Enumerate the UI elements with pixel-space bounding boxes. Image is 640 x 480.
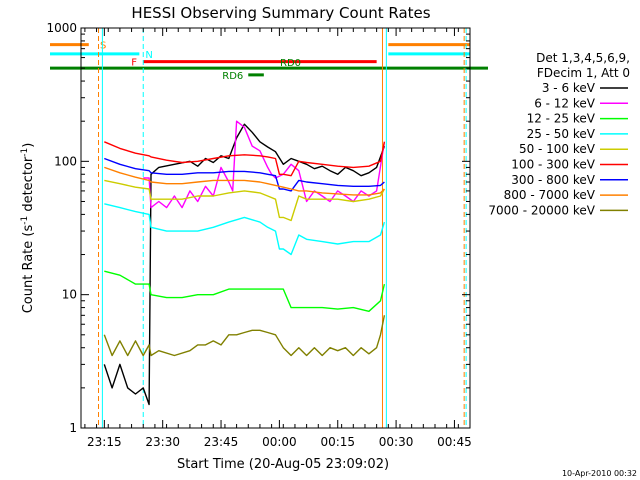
y-tick-label: 1000 — [46, 21, 77, 35]
legend-label: 6 - 12 keV — [534, 96, 596, 110]
legend-header-line-1: Det 1,3,4,5,6,9, — [536, 51, 630, 65]
annotation-layer: S NF RD0 RD6 — [50, 41, 488, 82]
legend-label: 12 - 25 keV — [527, 112, 596, 126]
legend-label: 100 - 300 keV — [511, 158, 595, 172]
y-tick-label: 100 — [54, 154, 77, 168]
series-line-2 — [104, 270, 386, 312]
x-tick-label: 23:30 — [145, 435, 180, 449]
y-label-end: ) — [21, 143, 36, 148]
annotation-label-s: S — [100, 41, 106, 52]
vertical-markers — [98, 28, 467, 428]
series-line-6 — [104, 157, 385, 192]
x-tick-label: 00:00 — [262, 435, 297, 449]
series-line-1 — [143, 120, 386, 209]
x-axis-ticks: 23:15 23:30 23:45 00:00 00:15 00:30 00:45 — [84, 28, 472, 449]
annotation-label-n: N — [145, 50, 152, 61]
legend: Det 1,3,4,5,6,9, FDecim 1, Att 0 3 - 6 k… — [488, 51, 630, 217]
legend-label: 3 - 6 keV — [542, 81, 596, 95]
legend-label: 800 - 7000 keV — [504, 188, 596, 202]
series-line-5 — [104, 141, 386, 177]
legend-label: 7000 - 20000 keV — [488, 203, 595, 217]
legend-label: 50 - 100 keV — [519, 142, 596, 156]
y-label-main: Count Rate (s — [21, 225, 36, 314]
annotation-label-rd0: RD0 — [280, 58, 301, 69]
x-tick-label: 00:15 — [320, 435, 355, 449]
series-line-4 — [104, 179, 386, 222]
y-label-sup-2: -1 — [20, 148, 30, 157]
plot-frame — [80, 27, 471, 429]
legend-header-line-2: FDecim 1, Att 0 — [537, 66, 630, 80]
timestamp: 10-Apr-2010 00:32 — [562, 469, 637, 478]
legend-label: 25 - 50 keV — [527, 127, 596, 141]
series-line-8 — [103, 315, 386, 357]
series-line-3 — [104, 203, 386, 256]
annotation-label-rd6: RD6 — [222, 71, 243, 82]
legend-label: 300 - 800 keV — [511, 173, 595, 187]
y-axis-label: Count Rate (s-1 detector-1) — [20, 143, 36, 314]
chart-title: HESSI Observing Summary Count Rates — [131, 4, 430, 22]
x-tick-label: 23:15 — [87, 435, 122, 449]
y-label-sup-1: -1 — [20, 216, 30, 225]
y-tick-label: 1 — [69, 421, 77, 435]
y-tick-label: 10 — [62, 288, 77, 302]
x-tick-label: 23:45 — [204, 435, 239, 449]
x-tick-label: 00:30 — [379, 435, 414, 449]
y-label-mid: detector — [21, 156, 36, 216]
x-tick-label: 00:45 — [437, 435, 472, 449]
series-layer — [103, 120, 386, 406]
series-line-0 — [103, 123, 386, 406]
x-axis-label: Start Time (20-Aug-05 23:09:02) — [177, 457, 389, 472]
annotation-label-f: F — [131, 58, 137, 69]
series-line-7 — [104, 166, 385, 196]
